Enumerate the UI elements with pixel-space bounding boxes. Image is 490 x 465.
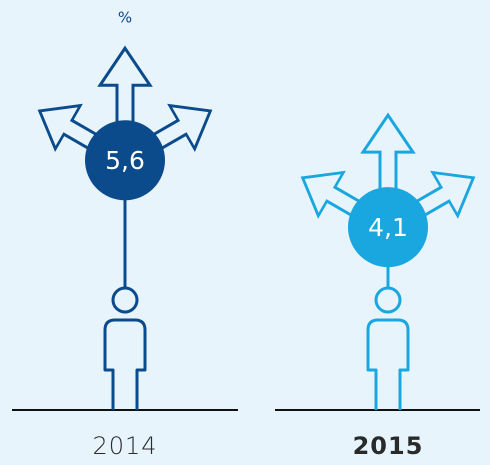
person-body bbox=[103, 318, 147, 410]
value-label: 5,6 bbox=[105, 146, 145, 175]
value-circle bbox=[85, 120, 165, 201]
category-label: 2014 bbox=[92, 432, 157, 460]
value-label: 4,1 bbox=[368, 213, 408, 242]
figure: 4,1 2015 bbox=[275, 112, 480, 460]
person-body bbox=[366, 318, 410, 410]
unit-label: % bbox=[118, 9, 132, 27]
value-circle bbox=[348, 187, 428, 268]
arrow bbox=[360, 112, 416, 198]
figure: 5,6 2014 bbox=[12, 45, 238, 460]
arrow bbox=[97, 45, 153, 131]
person-head bbox=[111, 286, 139, 314]
person-head bbox=[374, 286, 402, 314]
category-label: 2015 bbox=[353, 432, 424, 460]
